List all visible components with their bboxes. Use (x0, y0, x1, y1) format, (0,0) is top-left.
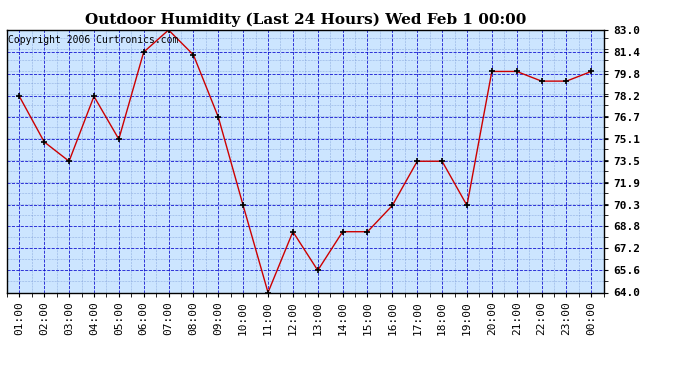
Text: Copyright 2006 Curtronics.com: Copyright 2006 Curtronics.com (8, 35, 179, 45)
Title: Outdoor Humidity (Last 24 Hours) Wed Feb 1 00:00: Outdoor Humidity (Last 24 Hours) Wed Feb… (85, 13, 526, 27)
